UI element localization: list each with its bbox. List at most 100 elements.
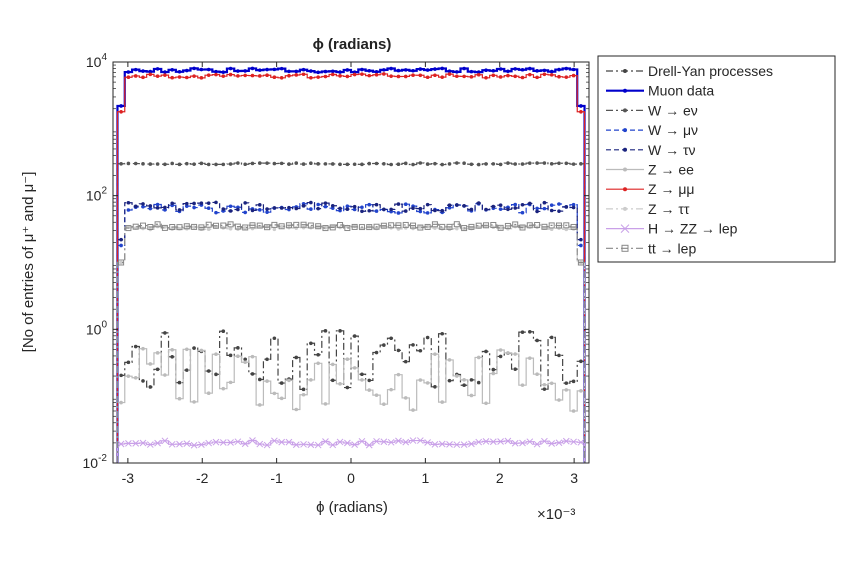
data-point — [221, 386, 226, 391]
data-point — [323, 74, 328, 79]
data-point — [396, 162, 401, 167]
data-point — [272, 75, 277, 80]
data-point — [402, 438, 410, 446]
data-point — [265, 207, 269, 211]
data-point — [418, 67, 423, 71]
data-point — [338, 70, 342, 74]
data-point — [205, 221, 212, 228]
data-point — [323, 402, 328, 406]
data-point — [177, 75, 182, 79]
data-point — [520, 330, 525, 334]
data-point — [528, 161, 532, 165]
series-8 — [116, 437, 586, 463]
data-point — [440, 331, 445, 336]
data-point — [294, 206, 299, 211]
data-point — [243, 69, 247, 73]
data-point — [228, 66, 233, 71]
data-point — [528, 72, 532, 77]
data-point — [360, 162, 364, 167]
data-point — [549, 335, 554, 340]
data-point — [133, 204, 138, 209]
data-point — [475, 222, 482, 229]
data-point — [520, 202, 525, 207]
legend-label: Z → ee — [648, 162, 694, 178]
data-point — [155, 202, 160, 207]
series-2 — [116, 161, 586, 463]
data-point — [278, 438, 286, 446]
data-point — [396, 68, 401, 73]
data-point — [287, 69, 291, 74]
data-point — [425, 381, 430, 385]
data-point — [177, 208, 182, 212]
data-point — [119, 243, 123, 248]
data-point — [228, 227, 233, 231]
legend-label: W → τν — [648, 142, 696, 158]
data-point — [249, 437, 256, 444]
data-point — [455, 70, 459, 74]
data-point — [234, 223, 241, 230]
data-point — [198, 224, 205, 231]
data-point — [542, 68, 547, 73]
data-point — [374, 350, 379, 355]
data-point — [528, 329, 532, 334]
data-point — [351, 223, 358, 230]
data-point — [535, 75, 539, 80]
data-point — [396, 348, 401, 353]
data-point — [294, 407, 299, 412]
data-point — [506, 73, 510, 78]
data-point — [557, 353, 561, 358]
data-point — [374, 393, 379, 397]
data-point — [170, 161, 174, 166]
data-point — [155, 67, 160, 71]
data-point — [389, 207, 393, 212]
data-point — [469, 162, 474, 167]
data-point — [403, 74, 408, 79]
data-point — [163, 205, 167, 210]
series-1 — [116, 66, 586, 463]
data-point — [374, 202, 379, 207]
data-point — [489, 438, 497, 446]
data-point — [272, 161, 277, 166]
data-point — [557, 209, 561, 213]
data-point — [256, 222, 263, 229]
data-point — [360, 205, 364, 210]
data-point — [146, 441, 154, 448]
legend-marker — [621, 244, 629, 252]
data-point — [562, 437, 570, 445]
data-point — [148, 162, 153, 166]
legend-label: W → μν — [648, 122, 698, 138]
data-point — [380, 438, 388, 446]
data-point — [462, 204, 466, 208]
data-point — [411, 73, 415, 77]
data-point — [227, 221, 234, 228]
data-point — [424, 439, 431, 446]
series-6 — [116, 72, 586, 463]
data-point — [469, 393, 474, 398]
data-point — [155, 351, 160, 355]
y-tick-label: 10-2 — [83, 453, 108, 471]
data-point — [323, 162, 328, 166]
data-point — [265, 73, 269, 78]
data-point — [250, 354, 255, 359]
data-point — [141, 202, 145, 206]
data-point — [549, 203, 554, 207]
data-point — [155, 74, 160, 78]
data-point — [307, 441, 315, 449]
data-point — [577, 438, 585, 446]
data-point — [389, 74, 393, 78]
data-point — [343, 439, 351, 447]
data-point — [316, 206, 320, 211]
data-point — [447, 72, 452, 76]
data-point — [199, 348, 204, 353]
data-point — [564, 227, 569, 232]
data-point — [301, 204, 306, 208]
data-point — [279, 161, 284, 166]
data-point — [498, 354, 503, 359]
data-point — [491, 204, 496, 209]
data-point — [243, 201, 247, 205]
data-point — [469, 69, 474, 74]
data-point — [126, 208, 131, 212]
data-point — [476, 70, 481, 74]
data-point — [484, 68, 488, 73]
data-point — [564, 381, 569, 385]
